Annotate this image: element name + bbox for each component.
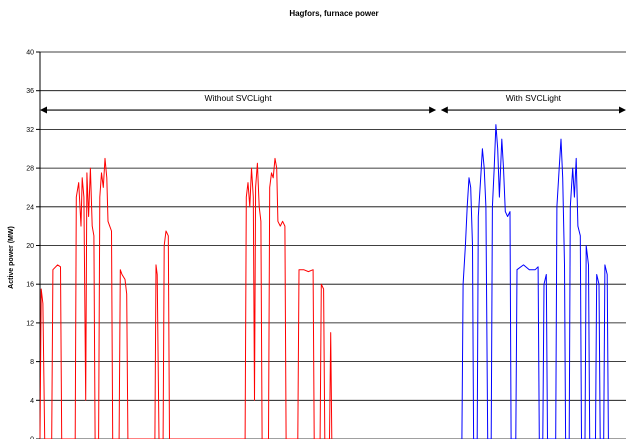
annotation-label-1: With SVCLight xyxy=(506,93,562,103)
y-axis-label: Active power (MW) xyxy=(8,226,15,289)
series-line-0 xyxy=(39,157,333,439)
y-tick-label-32: 32 xyxy=(26,127,34,134)
y-tick-label-24: 24 xyxy=(26,204,34,211)
annotation-arrowhead-right-0 xyxy=(429,106,437,114)
y-tick-label-16: 16 xyxy=(26,282,34,289)
y-tick-label-40: 40 xyxy=(26,50,34,57)
annotation-arrowhead-right-1 xyxy=(619,106,626,114)
y-tick-label-0: 0 xyxy=(30,437,34,439)
y-tick-label-12: 12 xyxy=(26,320,34,327)
annotation-arrowhead-left-0 xyxy=(40,106,47,114)
annotation-label-0: Without SVCLight xyxy=(205,93,273,103)
y-tick-label-4: 4 xyxy=(30,398,34,405)
series-layer xyxy=(39,124,609,439)
annotation-range-0: Without SVCLight xyxy=(40,93,437,114)
chart-title: Hagfors, furnace power xyxy=(289,9,378,18)
grid-layer xyxy=(39,51,626,439)
y-tick-label-8: 8 xyxy=(30,359,34,366)
y-tick-label-36: 36 xyxy=(26,88,34,95)
annotation-arrowhead-left-1 xyxy=(440,106,448,114)
series-line-1 xyxy=(461,124,609,439)
annotation-layer: Without SVCLight With SVCLight xyxy=(40,93,626,114)
y-tick-label-28: 28 xyxy=(26,166,34,173)
y-tick-label-20: 20 xyxy=(26,243,34,250)
annotation-range-1: With SVCLight xyxy=(440,93,626,114)
tick-layer: 0 4 8 12 16 20 24 28 32 36 40 xyxy=(26,50,40,439)
